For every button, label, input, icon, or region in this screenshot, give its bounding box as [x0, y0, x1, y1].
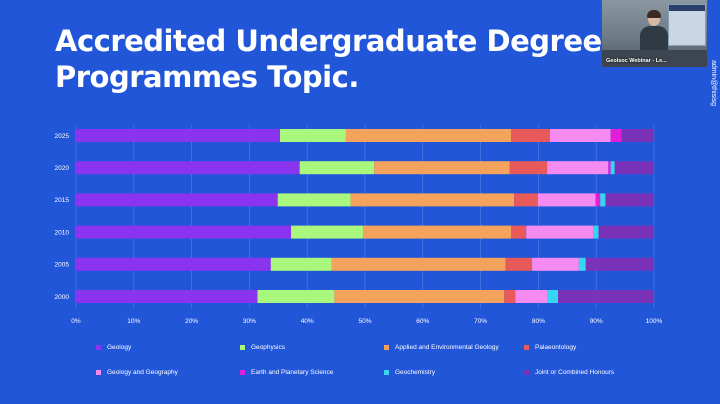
bar-segment — [331, 257, 506, 271]
webcam-video[interactable]: Geolsoc Webinar - Le... — [602, 0, 707, 67]
legend-label: Geology — [107, 344, 132, 351]
slide-title-line-2: Programmes Topic. — [55, 60, 359, 94]
bar-segment — [515, 290, 548, 303]
y-tick-label: 2015 — [55, 197, 70, 204]
bar-segment — [280, 129, 346, 142]
y-tick-label: 2000 — [55, 294, 70, 301]
bar-segment — [593, 225, 599, 239]
x-tick-label: 20% — [185, 318, 198, 325]
bar-segment — [270, 257, 332, 271]
x-tick-label: 70% — [474, 318, 487, 325]
bar-segment — [291, 225, 364, 239]
bar-segment — [514, 193, 538, 207]
x-tick-label: 60% — [416, 318, 429, 325]
legend-swatch — [384, 370, 389, 375]
legend-item: Applied and Environmental Geology — [384, 344, 499, 351]
x-tick-label: 80% — [532, 318, 545, 325]
x-tick-label: 50% — [358, 318, 371, 325]
legend-item: Geology — [96, 344, 131, 351]
slide-title-line-1: Accredited Undergraduate Degree — [55, 24, 602, 58]
y-tick-label: 2005 — [55, 262, 70, 269]
x-tick-label: 90% — [590, 318, 603, 325]
presenter-hair — [647, 10, 661, 18]
bar-segment — [610, 129, 622, 142]
legend-item: Joint or Combined Honours — [524, 369, 614, 376]
bar-segment — [257, 290, 335, 303]
bar-segment — [76, 225, 292, 239]
legend-label: Geochemistry — [395, 369, 436, 376]
legend-swatch — [384, 345, 389, 350]
bar-segment — [526, 225, 594, 239]
bar-segment — [605, 193, 654, 207]
bar-segment — [363, 225, 512, 239]
bar-segment — [547, 290, 559, 303]
x-tick-label: 30% — [243, 318, 256, 325]
bar-segment — [511, 225, 527, 239]
legend-label: Applied and Environmental Geology — [395, 344, 499, 351]
legend-item: Geology and Geography — [96, 369, 178, 376]
side-handle-text: admin@thisisg — [710, 60, 717, 107]
bar-segment — [537, 193, 596, 207]
legend-label: Geology and Geography — [107, 369, 178, 376]
bar-segment — [532, 257, 579, 271]
bar-segment — [610, 161, 615, 175]
webcam-monitor — [668, 4, 706, 46]
bar-segment — [600, 193, 606, 207]
bar-segment — [621, 129, 654, 142]
x-tick-label: 100% — [646, 318, 663, 325]
bar-segment — [76, 161, 300, 175]
legend-swatch — [96, 370, 101, 375]
legend-swatch — [96, 345, 101, 350]
bar-segment — [76, 193, 278, 207]
legend-label: Geophysics — [251, 344, 285, 351]
legend-item: Geophysics — [240, 344, 285, 351]
bar-segment — [350, 193, 515, 207]
webcam-desk — [602, 50, 707, 67]
bar-segment — [504, 290, 516, 303]
legend-swatch — [240, 345, 245, 350]
bar-segment — [608, 161, 611, 175]
legend-label: Earth and Planetary Science — [251, 369, 334, 376]
legend-item: Palaeontology — [524, 344, 576, 351]
bar-segment — [76, 129, 281, 142]
bar-segment — [547, 161, 609, 175]
bar-segment — [345, 129, 512, 142]
bar-segment — [76, 290, 258, 303]
bar-segment — [374, 161, 510, 175]
bar-segment — [76, 257, 271, 271]
bar-segment — [614, 161, 654, 175]
legend-swatch — [524, 345, 529, 350]
y-tick-label: 2025 — [55, 133, 70, 140]
bar-segment — [511, 129, 550, 142]
webcam-label: Geolsoc Webinar - Le... — [606, 58, 667, 64]
bar-segment — [595, 193, 601, 207]
legend-swatch — [524, 370, 529, 375]
side-handle[interactable]: admin@thisisg — [708, 60, 718, 170]
bar-segment — [585, 257, 654, 271]
bar-segment — [277, 193, 351, 207]
legend-swatch — [240, 370, 245, 375]
bar-segment — [598, 225, 654, 239]
bar-segment — [578, 257, 586, 271]
y-tick-label: 2010 — [55, 229, 70, 236]
legend-item: Geochemistry — [384, 369, 435, 376]
bar-segment — [505, 257, 533, 271]
bar-segment — [334, 290, 505, 303]
legend-label: Joint or Combined Honours — [535, 369, 615, 376]
bar-segment — [549, 129, 611, 142]
x-tick-label: 0% — [71, 318, 81, 325]
bar-segment — [509, 161, 548, 175]
bar-segment — [558, 290, 654, 303]
bar-segment — [299, 161, 375, 175]
legend-item: Earth and Planetary Science — [240, 369, 333, 376]
x-tick-label: 10% — [127, 318, 140, 325]
y-tick-label: 2020 — [55, 165, 70, 172]
x-tick-label: 40% — [301, 318, 314, 325]
legend-label: Palaeontology — [535, 344, 577, 351]
